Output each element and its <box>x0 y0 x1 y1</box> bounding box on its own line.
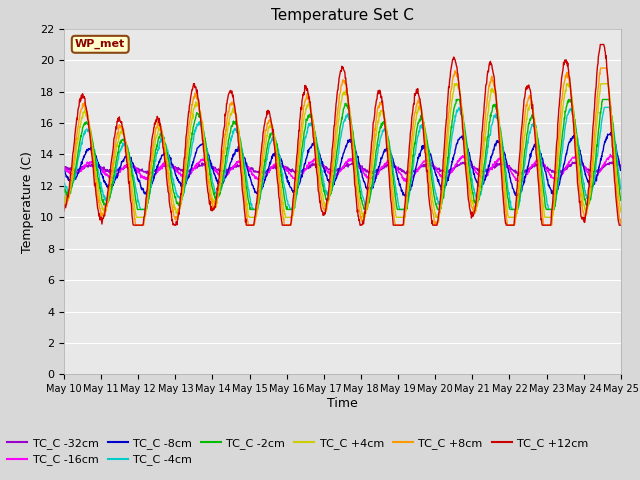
Line: TC_C -2cm: TC_C -2cm <box>64 99 621 209</box>
TC_C -2cm <box>502 180 510 186</box>
TC_C -4cm <box>502 169 510 175</box>
Title: Temperature Set C: Temperature Set C <box>271 9 414 24</box>
TC_C -16cm <box>60 166 68 172</box>
TC_C -32cm <box>551 171 559 177</box>
TC_C -32cm <box>170 165 178 171</box>
TC_C +12cm <box>171 222 179 228</box>
TC_C -8cm <box>403 194 411 200</box>
Line: TC_C +4cm: TC_C +4cm <box>64 84 621 217</box>
Line: TC_C -8cm: TC_C -8cm <box>64 132 621 197</box>
TC_C +12cm <box>617 222 625 228</box>
TC_C -4cm <box>246 198 254 204</box>
TC_C +12cm <box>246 222 254 228</box>
TC_C -8cm <box>551 192 559 198</box>
TC_C +8cm <box>132 222 140 228</box>
TC_C -2cm <box>246 205 254 211</box>
TC_C +8cm <box>551 186 559 192</box>
TC_C +4cm <box>246 215 254 220</box>
TC_C -8cm <box>617 168 625 173</box>
TC_C -8cm <box>502 156 509 162</box>
TC_C -16cm <box>246 167 254 173</box>
Line: TC_C -4cm: TC_C -4cm <box>64 108 621 209</box>
TC_C +8cm <box>502 208 509 214</box>
TC_C -16cm <box>617 165 625 170</box>
TC_C -8cm <box>60 166 68 171</box>
TC_C +8cm <box>597 65 605 71</box>
X-axis label: Time: Time <box>327 397 358 410</box>
TC_C -8cm <box>184 175 191 180</box>
TC_C -2cm <box>552 199 559 205</box>
TC_C +4cm <box>60 195 68 201</box>
TC_C +8cm <box>429 211 437 216</box>
TC_C -4cm <box>171 184 179 190</box>
TC_C -32cm <box>60 165 68 171</box>
TC_C +12cm <box>502 220 509 226</box>
TC_C +4cm <box>617 209 625 215</box>
TC_C -2cm <box>60 185 68 191</box>
TC_C +4cm <box>552 188 559 193</box>
TC_C -16cm <box>170 166 178 171</box>
TC_C -32cm <box>184 168 191 174</box>
Line: TC_C -32cm: TC_C -32cm <box>64 161 621 174</box>
TC_C +8cm <box>171 215 179 220</box>
Y-axis label: Temperature (C): Temperature (C) <box>22 151 35 252</box>
TC_C +12cm <box>130 222 138 228</box>
TC_C -8cm <box>246 174 254 180</box>
TC_C +4cm <box>429 200 437 205</box>
TC_C +8cm <box>184 132 192 138</box>
TC_C -4cm <box>429 176 437 182</box>
TC_C -16cm <box>257 179 265 185</box>
TC_C -8cm <box>170 167 178 173</box>
TC_C +12cm <box>551 166 559 172</box>
TC_C +4cm <box>184 144 192 150</box>
TC_C -2cm <box>184 158 192 164</box>
TC_C -2cm <box>134 206 141 212</box>
TC_C +12cm <box>596 42 604 48</box>
TC_C +12cm <box>184 113 192 119</box>
TC_C +12cm <box>60 208 68 214</box>
TC_C -32cm <box>502 162 509 168</box>
TC_C -16cm <box>607 152 614 157</box>
Line: TC_C +8cm: TC_C +8cm <box>64 68 621 225</box>
Line: TC_C +12cm: TC_C +12cm <box>64 45 621 225</box>
TC_C -16cm <box>502 161 509 167</box>
TC_C -2cm <box>171 193 179 199</box>
Legend: TC_C -32cm, TC_C -16cm, TC_C -8cm, TC_C -4cm, TC_C -2cm, TC_C +4cm, TC_C +8cm, T: TC_C -32cm, TC_C -16cm, TC_C -8cm, TC_C … <box>3 433 593 470</box>
TC_C -8cm <box>429 162 437 168</box>
TC_C +4cm <box>502 200 510 205</box>
TC_C -2cm <box>617 197 625 203</box>
TC_C -32cm <box>518 171 525 177</box>
TC_C +4cm <box>132 215 140 220</box>
TC_C +8cm <box>617 221 625 227</box>
Line: TC_C -16cm: TC_C -16cm <box>64 155 621 182</box>
TC_C -4cm <box>456 105 463 110</box>
TC_C -16cm <box>184 173 191 179</box>
TC_C +12cm <box>429 222 437 228</box>
TC_C -2cm <box>429 186 437 192</box>
TC_C -2cm <box>452 96 460 102</box>
TC_C -32cm <box>573 158 581 164</box>
TC_C -32cm <box>429 162 436 168</box>
TC_C -4cm <box>60 180 68 186</box>
TC_C -32cm <box>617 164 625 170</box>
TC_C +8cm <box>60 200 68 206</box>
TC_C -4cm <box>184 165 192 171</box>
Text: WP_met: WP_met <box>75 39 125 49</box>
TC_C +8cm <box>246 222 254 228</box>
TC_C -4cm <box>137 206 145 212</box>
TC_C -4cm <box>617 187 625 192</box>
TC_C +4cm <box>451 81 458 87</box>
TC_C -32cm <box>246 166 254 171</box>
TC_C -16cm <box>551 178 559 184</box>
TC_C -16cm <box>429 162 437 168</box>
TC_C -8cm <box>607 130 614 135</box>
TC_C -4cm <box>552 201 559 206</box>
TC_C +4cm <box>171 206 179 212</box>
